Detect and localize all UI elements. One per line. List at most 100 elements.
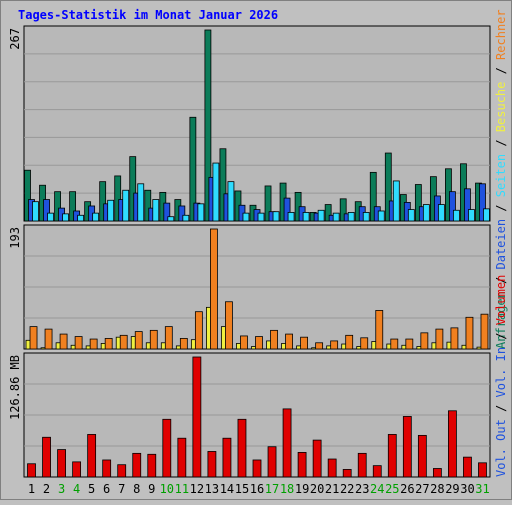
- bar-volumen-day-15: [237, 418, 247, 478]
- bar-rechner-day-7: [119, 334, 128, 350]
- bar-dateien-day-31: [479, 183, 486, 222]
- panel-3: 126.86 MB: [8, 352, 491, 478]
- bar-volumen-day-5: [87, 434, 97, 478]
- bar-seiten-day-16: [257, 212, 265, 222]
- bar-volumen-day-23: [357, 452, 367, 478]
- y-axis-max-label: 267: [8, 28, 22, 50]
- bar-rechner-day-15: [240, 335, 248, 350]
- bar-rechner-day-2: [44, 328, 53, 350]
- x-tick-label: 24: [370, 482, 384, 496]
- panel-1: 267: [8, 25, 491, 222]
- bar-rechner-day-21: [330, 340, 339, 350]
- x-tick-label: 27: [415, 482, 429, 496]
- bar-seiten-day-2: [47, 212, 54, 222]
- bar-rechner-day-24: [375, 310, 384, 350]
- bar-seiten-day-5: [92, 212, 100, 222]
- bar-volumen-day-20: [312, 439, 322, 478]
- bar-anfragen-day-8: [129, 156, 137, 222]
- bar-volumen-day-1: [27, 463, 36, 478]
- bar-volumen-day-9: [147, 453, 157, 478]
- bar-rechner-day-14: [225, 301, 233, 350]
- x-tick-label: 3: [58, 482, 65, 496]
- bar-seiten-day-11: [182, 214, 190, 222]
- bar-seiten-day-20: [317, 209, 325, 222]
- bar-seiten-day-28: [437, 204, 445, 222]
- bar-rechner-day-22: [345, 334, 354, 350]
- bar-seiten-day-29: [453, 209, 460, 222]
- bar-dateien-day-10: [163, 202, 171, 222]
- bar-volumen-day-19: [297, 452, 307, 478]
- bar-volumen-day-21: [327, 458, 337, 478]
- bar-volumen-day-14: [222, 437, 232, 478]
- bar-rechner-day-11: [179, 338, 188, 350]
- legend-entry: Seiten: [494, 154, 508, 197]
- bar-volumen-day-6: [102, 459, 112, 478]
- bar-seiten-day-10: [167, 216, 175, 222]
- bar-seiten-day-15: [242, 212, 250, 222]
- bar-anfragen-day-17: [264, 185, 272, 222]
- x-tick-label: 5: [88, 482, 95, 496]
- bar-anfragen-day-21: [324, 204, 332, 222]
- bar-anfragen-day-14: [219, 148, 227, 222]
- bar-seiten-day-12: [197, 203, 205, 222]
- legend-entry: Vol. Out: [494, 419, 508, 477]
- bar-volumen-day-13: [207, 451, 217, 478]
- bar-rechner-day-10: [164, 326, 173, 350]
- x-tick-label: 14: [220, 482, 234, 496]
- bar-seiten-day-19: [302, 212, 310, 222]
- bar-rechner-day-18: [285, 333, 293, 350]
- legend-entry: Anfragen: [494, 291, 508, 349]
- x-tick-label: 22: [340, 482, 354, 496]
- chart-title: Tages-Statistik im Monat Januar 2026: [18, 8, 278, 22]
- y-axis-max-label: 193: [8, 227, 22, 249]
- bar-volumen-day-26: [402, 416, 412, 478]
- bar-rechner-day-13: [210, 228, 218, 350]
- x-tick-label: 1: [28, 482, 35, 496]
- x-tick-label: 21: [325, 482, 339, 496]
- bar-rechner-day-5: [89, 338, 98, 350]
- right-legend: Anfragen / Dateien / Seiten / Besuche / …: [494, 9, 508, 477]
- bar-seiten-day-3: [62, 213, 69, 222]
- bar-volumen-day-2: [42, 436, 51, 478]
- bar-seiten-day-9: [152, 199, 160, 222]
- bar-rechner-day-3: [59, 333, 68, 350]
- bar-rechner-day-9: [149, 329, 158, 350]
- x-tick-label: 23: [355, 482, 369, 496]
- bar-volumen-day-25: [387, 434, 397, 478]
- legend-separator: /: [494, 270, 508, 292]
- legend-entry: Dateien: [494, 219, 508, 270]
- bar-anfragen-day-22: [339, 198, 347, 222]
- x-tick-label: 20: [310, 482, 324, 496]
- legend-separator: /: [494, 60, 508, 82]
- bar-rechner-day-23: [360, 337, 369, 350]
- x-tick-label: 8: [133, 482, 140, 496]
- bar-seiten-day-24: [377, 210, 385, 222]
- x-tick-label: 16: [250, 482, 264, 496]
- bar-volumen-day-4: [72, 461, 82, 478]
- bar-seiten-day-30: [468, 209, 475, 222]
- bar-seiten-day-18: [287, 212, 295, 222]
- bar-anfragen-day-25: [384, 152, 392, 222]
- x-tick-label: 28: [430, 482, 444, 496]
- bar-dateien-day-30: [464, 188, 471, 222]
- bar-volumen-day-24: [372, 465, 382, 478]
- bar-volumen-day-16: [252, 459, 262, 478]
- x-tick-label: 17: [265, 482, 279, 496]
- panel-2: 193: [8, 224, 491, 350]
- x-tick-label: 9: [148, 482, 155, 496]
- bar-seiten-day-23: [362, 212, 370, 222]
- x-tick-label: 29: [445, 482, 459, 496]
- legend-entry: Vol. In: [494, 347, 508, 398]
- legend-row-counts: Anfragen / Dateien / Seiten / Besuche / …: [494, 9, 508, 349]
- bar-seiten-day-25: [392, 180, 400, 222]
- bar-anfragen-day-24: [369, 171, 377, 222]
- x-tick-label: 6: [103, 482, 110, 496]
- bar-anfragen-day-13: [204, 29, 212, 222]
- bar-seiten-day-1: [32, 201, 39, 222]
- bar-rechner-day-25: [390, 338, 399, 350]
- bar-anfragen-day-27: [414, 184, 422, 222]
- x-tick-label: 10: [160, 482, 174, 496]
- bar-dateien-day-11: [178, 205, 186, 222]
